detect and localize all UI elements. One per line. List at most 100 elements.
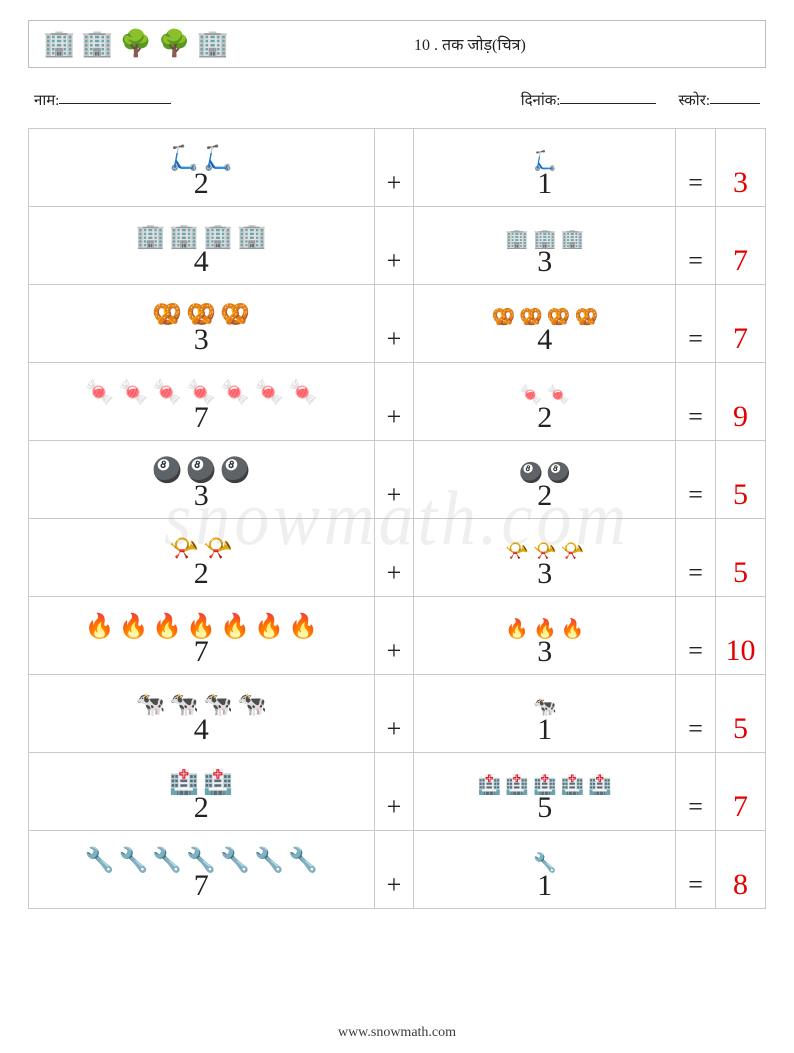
count-icon: 🍬 — [152, 381, 182, 405]
count-icon: 🔥 — [220, 615, 250, 639]
answer-value: 7 — [716, 285, 766, 362]
problem-row: 🎱🎱🎱3+🎱🎱2=5 — [29, 441, 766, 519]
date-blank[interactable] — [560, 90, 656, 104]
count-icons: 🛴 — [533, 137, 557, 171]
operator-plus: + — [375, 207, 415, 284]
left-number: 4 — [194, 247, 209, 277]
name-label: नाम: — [34, 90, 59, 110]
answer-value: 9 — [716, 363, 766, 440]
problem-row: 🔥🔥🔥🔥🔥🔥🔥7+🔥🔥🔥3=10 — [29, 597, 766, 675]
addend-right: 🐄1 — [414, 675, 676, 752]
count-icons: 🎱🎱🎱 — [152, 449, 250, 483]
problem-row: 🛴🛴2+🛴1=3 — [29, 129, 766, 207]
count-icon: 🍬 — [254, 381, 284, 405]
right-number: 5 — [537, 793, 552, 823]
count-icon: 🔥 — [152, 615, 182, 639]
count-icons: 📯📯 — [169, 527, 233, 561]
count-icon: 📯 — [561, 542, 585, 561]
count-icon: 🔧 — [254, 849, 284, 873]
count-icon: 🥨 — [220, 303, 250, 327]
addend-left: 📯📯2 — [29, 519, 375, 596]
left-number: 4 — [194, 715, 209, 745]
answer-value: 5 — [716, 519, 766, 596]
meta-row: नाम: दिनांक: स्कोर: — [34, 90, 760, 110]
addend-right: 🎱🎱2 — [414, 441, 676, 518]
count-icons: 🐄🐄🐄🐄 — [135, 683, 267, 717]
header-icon: 🏢 — [81, 31, 113, 57]
problem-row: 🐄🐄🐄🐄4 +🐄1=5 — [29, 675, 766, 753]
answer-value: 5 — [716, 675, 766, 752]
count-icon: 🏢 — [561, 230, 585, 249]
answer-value: 8 — [716, 831, 766, 908]
count-icon: 🥨 — [574, 308, 598, 327]
count-icon: 🐄 — [135, 693, 165, 717]
count-icon: 📯 — [505, 542, 529, 561]
count-icon: 🏥 — [561, 776, 585, 795]
count-icon: 🔥 — [254, 615, 284, 639]
operator-plus: + — [375, 285, 415, 362]
operator-plus: + — [375, 441, 415, 518]
equals-sign: = — [676, 441, 716, 518]
count-icon: 🍬 — [119, 381, 149, 405]
count-icons: 🏥🏥 — [169, 761, 233, 795]
right-number: 3 — [537, 559, 552, 589]
problems-grid: 🛴🛴2+🛴1=3🏢🏢🏢🏢4+🏢🏢🏢3=7🥨🥨🥨3+🥨🥨🥨🥨4=7🍬🍬🍬🍬🍬🍬🍬7… — [28, 128, 766, 909]
right-number: 2 — [537, 481, 552, 511]
count-icon: 🔧 — [220, 849, 250, 873]
addend-right: 🏥🏥🏥🏥🏥5 — [414, 753, 676, 830]
count-icons: 🔧🔧🔧🔧🔧🔧🔧 — [85, 839, 318, 873]
equals-sign: = — [676, 675, 716, 752]
left-number: 3 — [194, 481, 209, 511]
count-icons: 🐄 — [533, 683, 557, 717]
right-number: 3 — [537, 637, 552, 667]
answer-value: 7 — [716, 753, 766, 830]
operator-plus: + — [375, 129, 415, 206]
addend-left: 🏢🏢🏢🏢4 — [29, 207, 375, 284]
count-icon: 🥨 — [152, 303, 182, 327]
count-icons: 🏢🏢🏢 — [505, 215, 584, 249]
addend-right: 🏢🏢🏢3 — [414, 207, 676, 284]
operator-plus: + — [375, 753, 415, 830]
addend-left: 🛴🛴2 — [29, 129, 375, 206]
addend-left: 🎱🎱🎱3 — [29, 441, 375, 518]
count-icon: 🏥 — [588, 776, 612, 795]
count-icon: 🎱 — [152, 459, 182, 483]
operator-plus: + — [375, 831, 415, 908]
count-icons: 🛴🛴 — [169, 137, 233, 171]
count-icons: 🎱🎱 — [519, 449, 570, 483]
problem-row: 🥨🥨🥨3+🥨🥨🥨🥨4=7 — [29, 285, 766, 363]
footer-url: www.snowmath.com — [0, 1025, 794, 1041]
header-icon: 🏢 — [197, 31, 229, 57]
count-icons: 🍬🍬🍬🍬🍬🍬🍬 — [85, 371, 318, 405]
header-icon: 🌳 — [120, 31, 152, 57]
addend-right: 📯📯📯3 — [414, 519, 676, 596]
header-icon: 🌳 — [158, 31, 190, 57]
left-number: 3 — [194, 325, 209, 355]
left-number: 2 — [194, 793, 209, 823]
count-icon: 🏢 — [237, 225, 267, 249]
count-icon: 🔧 — [119, 849, 149, 873]
equals-sign: = — [676, 207, 716, 284]
count-icon: 🏢 — [135, 225, 165, 249]
addend-left: 🍬🍬🍬🍬🍬🍬🍬7 — [29, 363, 375, 440]
operator-plus: + — [375, 675, 415, 752]
equals-sign: = — [676, 363, 716, 440]
equals-sign: = — [676, 831, 716, 908]
count-icon: 🔥 — [119, 615, 149, 639]
addend-left: 🔧🔧🔧🔧🔧🔧🔧7 — [29, 831, 375, 908]
problem-row: 🏥🏥2+🏥🏥🏥🏥🏥5=7 — [29, 753, 766, 831]
count-icon: 🔧 — [85, 849, 115, 873]
problem-row: 🍬🍬🍬🍬🍬🍬🍬7+🍬🍬2=9 — [29, 363, 766, 441]
left-number: 7 — [194, 403, 209, 433]
addend-left: 🥨🥨🥨3 — [29, 285, 375, 362]
right-number: 4 — [537, 325, 552, 355]
operator-plus: + — [375, 519, 415, 596]
right-number: 3 — [537, 247, 552, 277]
score-blank[interactable] — [710, 90, 760, 104]
count-icons: 🔥🔥🔥🔥🔥🔥🔥 — [85, 605, 318, 639]
name-blank[interactable] — [59, 90, 171, 104]
count-icons: 🍬🍬 — [519, 371, 570, 405]
count-icon: 🔥 — [85, 615, 115, 639]
count-icon: 🔥 — [505, 620, 529, 639]
header-icon: 🏢 — [43, 31, 75, 57]
